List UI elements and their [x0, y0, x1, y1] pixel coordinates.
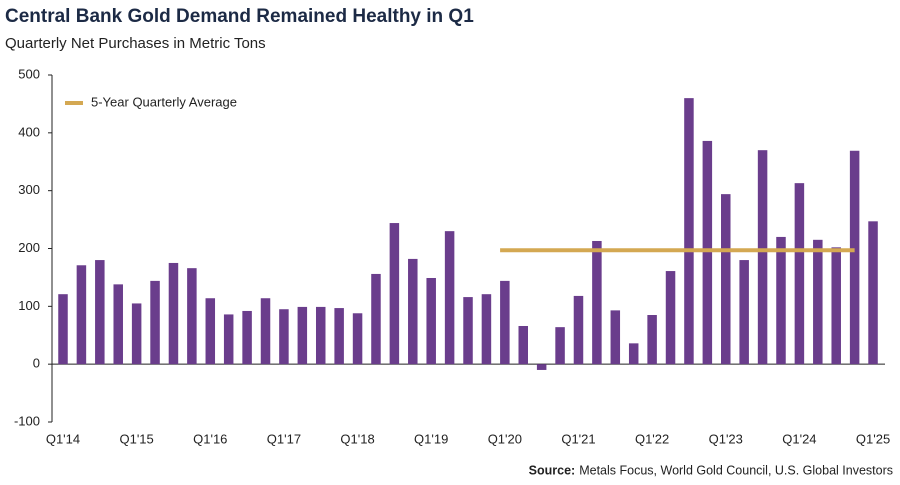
- x-tick-label: Q1'20: [488, 431, 522, 446]
- bar: [371, 273, 381, 365]
- bar: [426, 277, 436, 365]
- bar: [352, 313, 363, 365]
- bar: [536, 364, 547, 370]
- bar: [297, 306, 308, 365]
- bar: [739, 260, 749, 365]
- bar: [58, 294, 68, 365]
- source: Metals Focus, World Gold Council, U.S. G…: [579, 463, 893, 477]
- x-tick-label: Q1'24: [782, 431, 816, 446]
- bar: [702, 140, 713, 365]
- bar: [260, 298, 271, 365]
- x-tick-label: Q1'17: [267, 431, 301, 446]
- y-tick-label: -100: [14, 413, 40, 428]
- bar: [647, 315, 657, 365]
- y-tick-label: 0: [33, 356, 40, 371]
- bar: [113, 284, 123, 365]
- chart-subtitle: Quarterly Net Purchases in Metric Tons: [5, 35, 266, 52]
- bar: [684, 98, 694, 365]
- bar: [205, 298, 216, 365]
- bar: [849, 150, 860, 365]
- bar: [279, 309, 289, 365]
- bar: [389, 223, 400, 365]
- bar: [813, 239, 823, 365]
- bar: [592, 240, 602, 365]
- x-tick-label: Q1'18: [340, 431, 374, 446]
- y-tick-label: 100: [18, 298, 40, 313]
- bar: [463, 297, 473, 365]
- x-tick-label: Q1'25: [856, 431, 890, 446]
- bar: [518, 325, 528, 365]
- y-tick-label: 500: [18, 66, 40, 81]
- bar: [721, 194, 731, 365]
- x-tick-label: Q1'14: [46, 431, 80, 446]
- bar: [500, 280, 510, 365]
- source-label: Source:: [529, 463, 576, 477]
- x-tick-label: Q1'22: [635, 431, 669, 446]
- bar: [794, 183, 805, 365]
- bar: [408, 258, 418, 365]
- legend-label: 5-Year Quarterly Average: [91, 94, 237, 109]
- bar: [573, 295, 584, 365]
- bar: [187, 268, 197, 365]
- y-tick-label: 200: [18, 240, 40, 255]
- bar: [334, 308, 344, 365]
- bar: [131, 303, 142, 365]
- bar: [555, 327, 565, 365]
- bar: [223, 314, 234, 365]
- bar: [481, 294, 492, 365]
- x-tick-label: Q1'15: [119, 431, 153, 446]
- bar: [610, 310, 621, 365]
- bar: [776, 236, 786, 365]
- bar: [665, 271, 676, 365]
- bar: [242, 310, 252, 365]
- bar: [315, 306, 326, 365]
- y-tick-label: 300: [18, 182, 40, 197]
- y-tick-label: 400: [18, 124, 40, 139]
- bar: [76, 265, 87, 365]
- x-tick-label: Q1'23: [709, 431, 743, 446]
- bar: [444, 231, 455, 365]
- x-tick-label: Q1'16: [193, 431, 227, 446]
- bar: [150, 280, 160, 365]
- bar: [95, 260, 105, 365]
- x-tick-label: Q1'19: [414, 431, 448, 446]
- x-tick-label: Q1'21: [561, 431, 595, 446]
- bar: [868, 221, 878, 365]
- bar: [757, 150, 768, 365]
- bar: [831, 247, 841, 365]
- bar: [628, 343, 639, 365]
- chart-title: Central Bank Gold Demand Remained Health…: [5, 6, 474, 27]
- bar: [168, 262, 179, 365]
